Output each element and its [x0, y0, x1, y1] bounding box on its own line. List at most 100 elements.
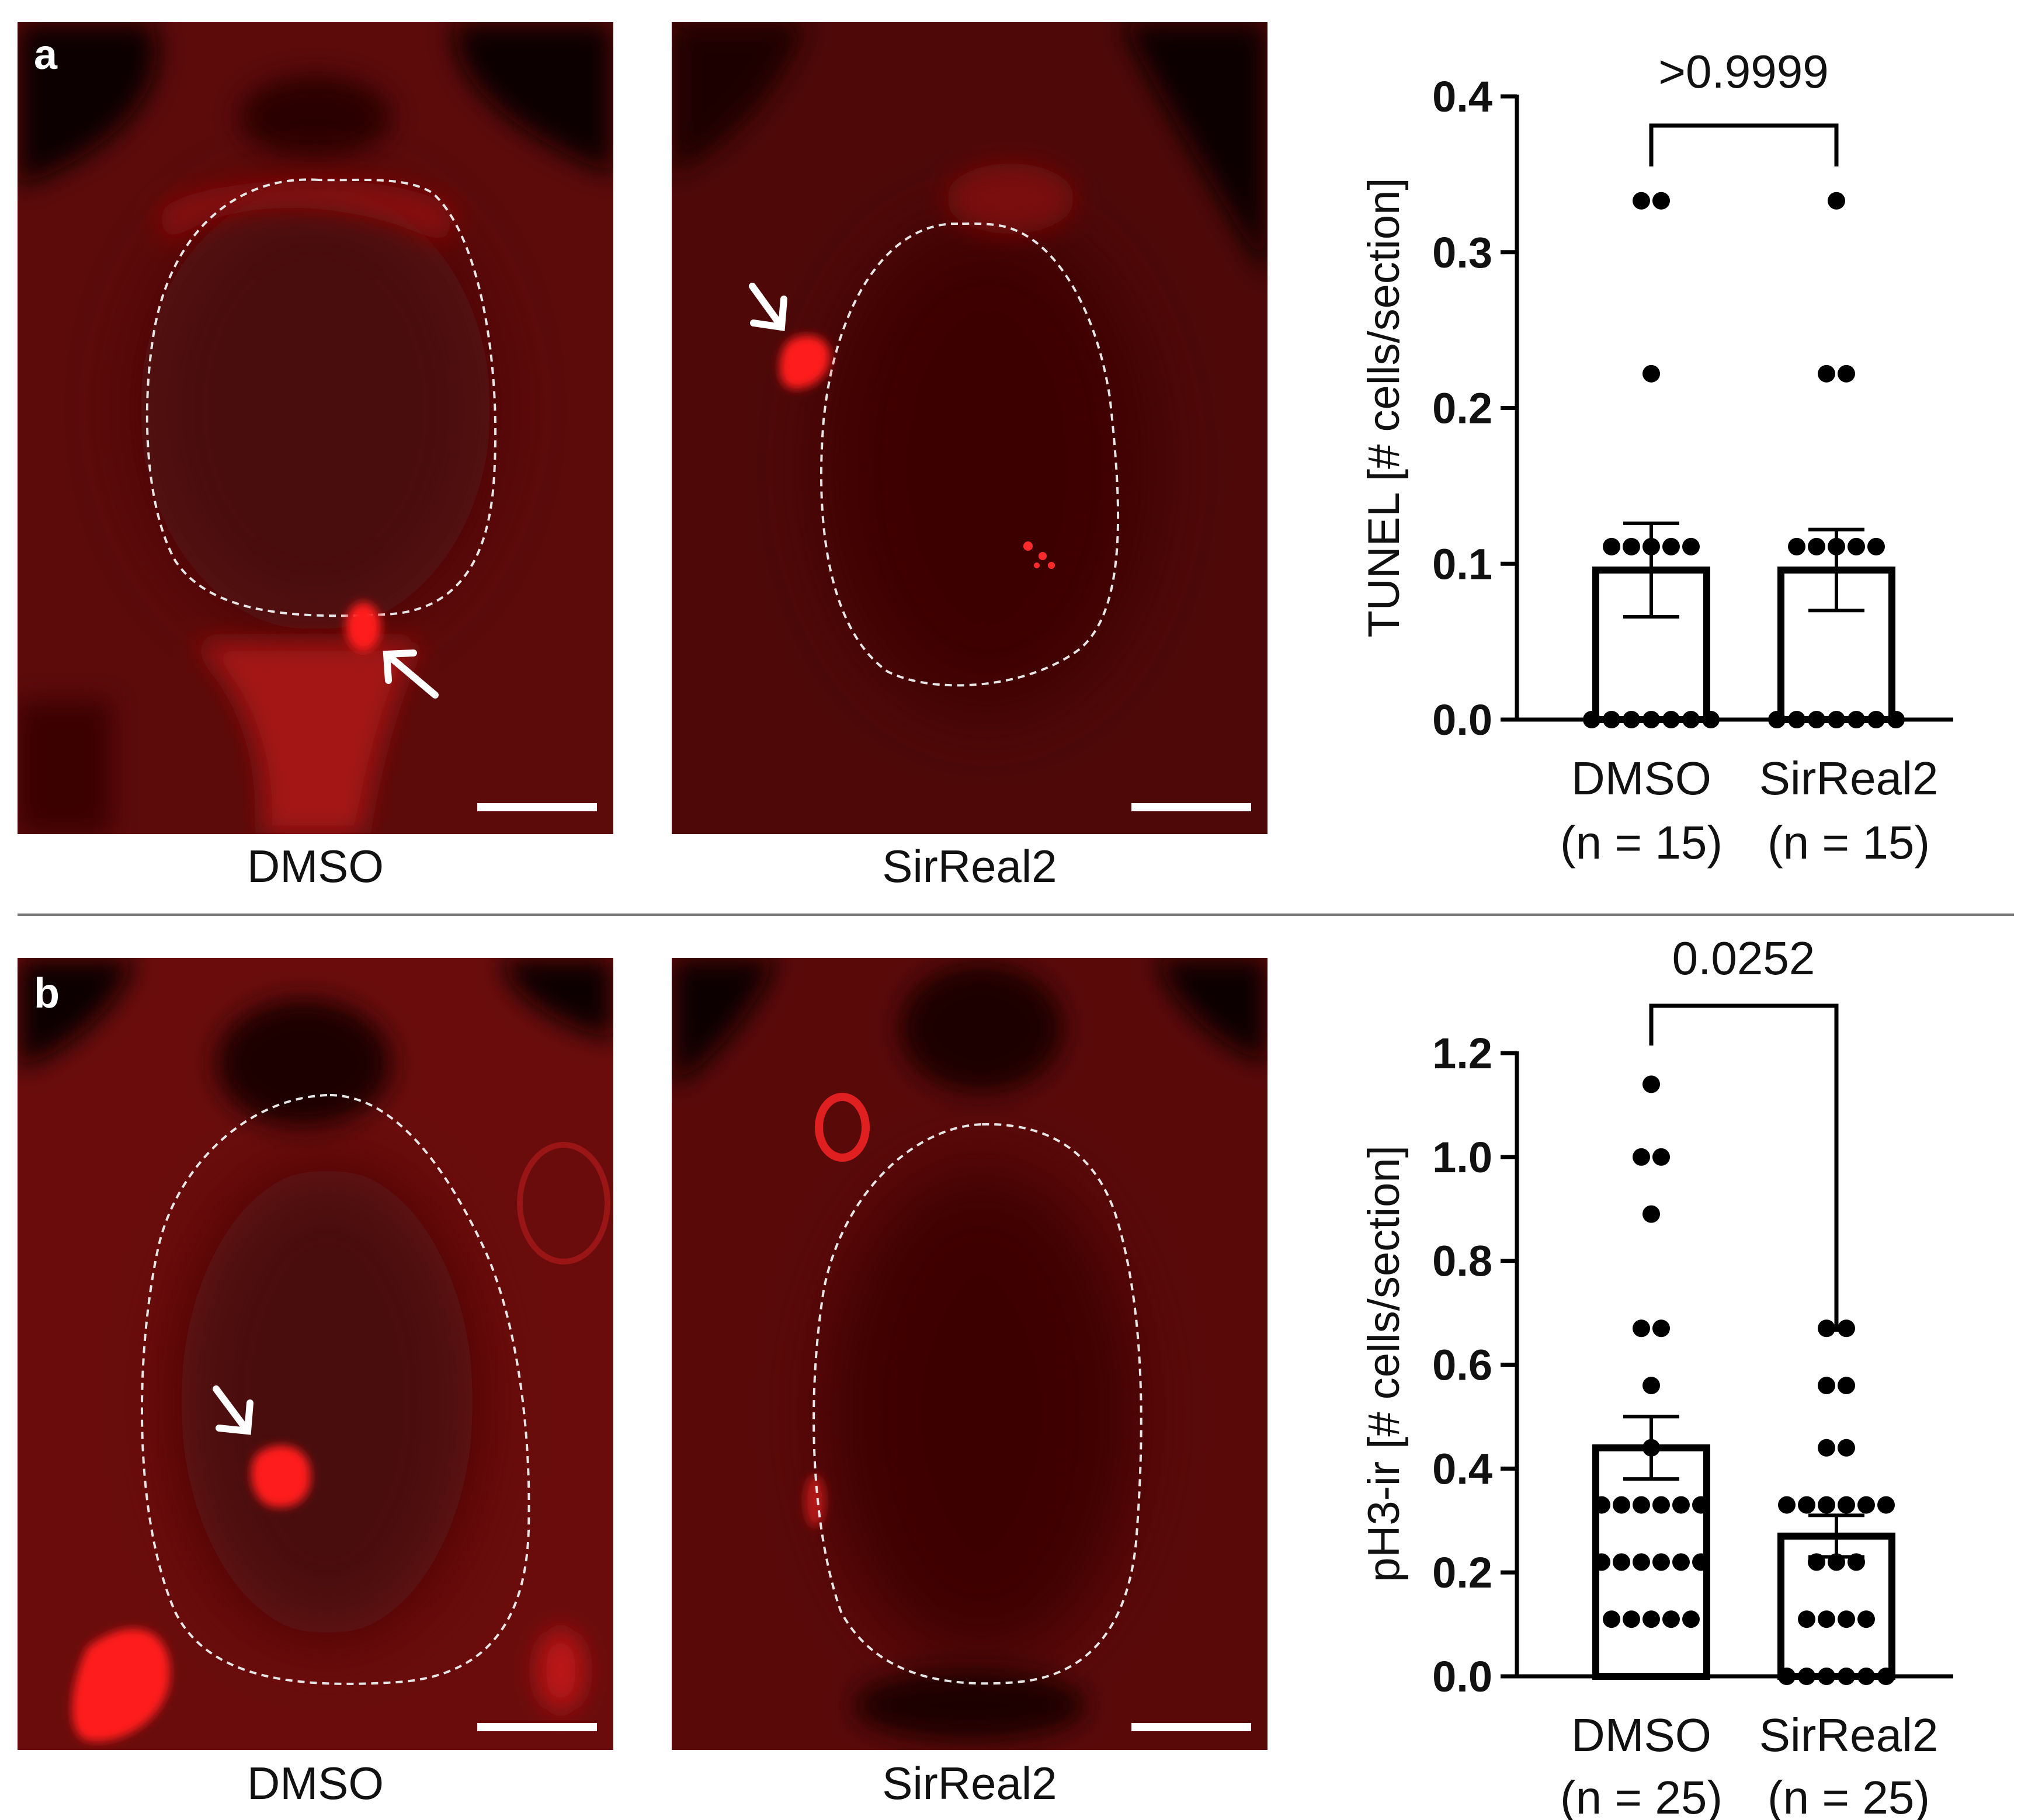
data-point	[1838, 1610, 1855, 1628]
data-point	[1642, 1205, 1660, 1223]
data-point	[1682, 1610, 1700, 1628]
data-point	[1583, 711, 1600, 728]
neural-tube-outline	[819, 222, 1120, 687]
data-point	[1633, 1496, 1650, 1514]
caption-b-sirreal2: SirReal2	[882, 1758, 1057, 1809]
y-tick-label: 0.0	[1432, 696, 1492, 744]
y-tick-label: 0.6	[1432, 1341, 1492, 1390]
y-tick-label: 0.3	[1432, 228, 1492, 277]
data-point	[1818, 1496, 1835, 1514]
micrograph-a-sirreal2	[672, 22, 1268, 834]
data-point	[1778, 1496, 1796, 1514]
scale-bar	[1131, 1723, 1251, 1731]
panel-letter-a: a	[34, 32, 58, 78]
data-point	[1828, 711, 1845, 728]
bar	[1592, 1444, 1710, 1680]
data-point	[1692, 1496, 1710, 1514]
tunel-positive-cell	[1023, 541, 1055, 569]
data-point	[1623, 1610, 1640, 1628]
neural-tube-outline	[812, 1123, 1143, 1685]
data-point	[1662, 537, 1680, 555]
data-point	[1857, 1496, 1875, 1514]
tunel-positive-cell	[346, 602, 381, 651]
y-tick-label: 0.4	[1432, 72, 1492, 121]
data-point	[1808, 711, 1825, 728]
data-point	[1702, 711, 1720, 728]
y-tick-label: 1.2	[1432, 1029, 1492, 1078]
y-tick-label: 0.0	[1432, 1652, 1492, 1701]
data-point	[1682, 537, 1700, 555]
data-point	[1633, 1319, 1650, 1338]
data-point	[1652, 1148, 1670, 1166]
group-size-label: (n = 15)	[1560, 817, 1723, 869]
significance-bracket	[1649, 123, 1839, 166]
data-point	[1603, 1610, 1620, 1628]
data-point	[1788, 537, 1805, 555]
data-point	[1857, 1610, 1875, 1628]
data-point	[1633, 1148, 1650, 1166]
data-point	[1798, 1668, 1815, 1685]
data-point	[1652, 1319, 1670, 1338]
arrow-icon	[749, 283, 787, 331]
data-point	[1808, 537, 1825, 555]
data-point	[1867, 711, 1885, 728]
y-axis-label: TUNEL [# cells/section]	[1359, 178, 1409, 637]
data-point	[1857, 1668, 1875, 1685]
data-point	[1642, 711, 1660, 728]
data-point	[1867, 537, 1885, 555]
y-ticks: 0.0 0.2 0.4 0.6 0.8 1.0 1.2	[1432, 1029, 1517, 1701]
panel-letter-b: b	[34, 970, 60, 1017]
category-label: SirReal2	[1759, 752, 1939, 804]
ph3-positive-ring	[815, 1093, 870, 1162]
y-tick-label: 0.2	[1432, 1548, 1492, 1597]
chart-tunel: 0.00.10.20.30.4 TUNEL [# cells/section] …	[1359, 46, 1953, 869]
data-point	[1652, 1496, 1670, 1514]
data-point	[1818, 1439, 1835, 1457]
category-label: DMSO	[1571, 1709, 1711, 1761]
data-point	[1838, 1319, 1855, 1338]
p-value-label: >0.9999	[1658, 46, 1828, 98]
data-point	[1642, 1075, 1660, 1093]
group-size-label: (n = 15)	[1767, 817, 1930, 869]
data-point	[1828, 192, 1845, 210]
data-point	[1838, 1496, 1855, 1514]
caption-a-dmso: DMSO	[247, 840, 384, 892]
data-point	[1633, 1553, 1650, 1571]
error-bars	[1623, 521, 1864, 619]
data-point	[1593, 1553, 1610, 1571]
ph3-positive-cell	[251, 1445, 311, 1508]
scale-bar	[477, 1723, 597, 1731]
data-point	[1818, 1319, 1835, 1338]
data-point	[1682, 711, 1700, 728]
data-point	[1798, 1496, 1815, 1514]
scale-bar	[477, 803, 597, 811]
group-size-label: (n = 25)	[1560, 1772, 1723, 1820]
data-point	[1838, 364, 1855, 383]
data-point	[1642, 364, 1660, 383]
error-bars	[1623, 1415, 1864, 1559]
data-point	[1672, 1496, 1690, 1514]
data-point	[1798, 1610, 1815, 1628]
caption-b-dmso: DMSO	[247, 1758, 384, 1809]
data-point	[1838, 1439, 1855, 1457]
p-value-label: 0.0252	[1672, 932, 1815, 984]
y-tick-label: 0.2	[1432, 384, 1492, 433]
data-point	[1662, 1610, 1680, 1628]
data-point	[1778, 1668, 1796, 1685]
data-point	[1818, 1668, 1835, 1685]
chart-ph3: 0.0 0.2 0.4 0.6 0.8 1.0 1.2 pH3-ir [# cells/se…	[1359, 932, 1953, 1820]
data-point	[1603, 537, 1620, 555]
y-tick-label: 0.8	[1432, 1237, 1492, 1286]
bars	[1592, 566, 1895, 723]
data-point	[1642, 1377, 1660, 1395]
data-point	[1877, 1496, 1895, 1514]
category-label: DMSO	[1571, 752, 1711, 804]
category-label: SirReal2	[1759, 1709, 1939, 1761]
micrograph-b-dmso	[18, 958, 613, 1750]
micrograph-b-sirreal2	[672, 958, 1268, 1750]
data-points	[1593, 1075, 1895, 1685]
data-point	[1662, 711, 1680, 728]
y-ticks: 0.0 0.1 0.2 0.3 0.4	[1432, 72, 1517, 744]
data-point	[1848, 711, 1865, 728]
neural-tube-outline	[140, 1093, 530, 1685]
